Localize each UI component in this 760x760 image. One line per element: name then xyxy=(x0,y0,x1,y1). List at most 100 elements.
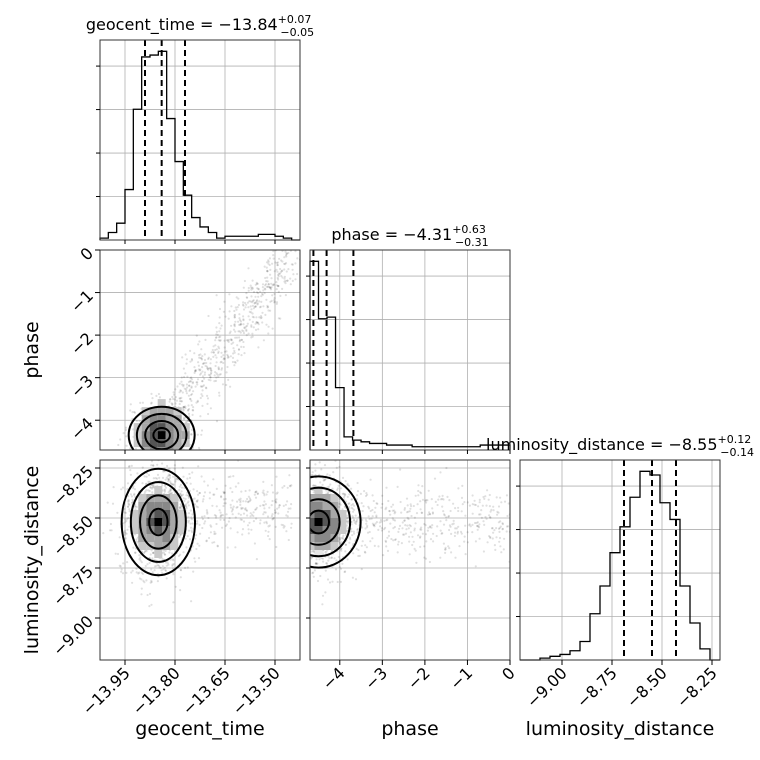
scatter-point xyxy=(152,453,154,455)
scatter-point xyxy=(354,578,358,581)
scatter-point xyxy=(338,536,341,539)
scatter-point xyxy=(212,355,215,358)
scatter-point xyxy=(366,493,369,496)
scatter-point xyxy=(116,552,120,556)
scatter-point xyxy=(171,482,174,485)
scatter-point xyxy=(236,344,239,347)
density-cell xyxy=(142,455,150,463)
scatter-point xyxy=(287,251,290,255)
scatter-point xyxy=(150,402,153,405)
scatter-point xyxy=(215,333,218,336)
scatter-point xyxy=(307,571,309,573)
scatter-point xyxy=(295,244,297,246)
scatter-point xyxy=(263,494,266,497)
scatter-point xyxy=(198,544,201,547)
scatter-point xyxy=(150,464,153,467)
scatter-point xyxy=(387,534,390,538)
scatter-point xyxy=(284,503,287,506)
scatter-point xyxy=(254,305,257,308)
scatter-point xyxy=(442,510,445,513)
scatter-point xyxy=(494,548,497,552)
scatter-point xyxy=(239,497,242,500)
scatter-point xyxy=(140,571,143,574)
scatter-point xyxy=(380,527,383,530)
scatter-point xyxy=(448,499,451,502)
scatter-point xyxy=(254,490,257,494)
scatter-point xyxy=(124,518,127,521)
scatter-point xyxy=(303,549,305,551)
scatter-point xyxy=(215,330,218,333)
scatter-point xyxy=(251,315,254,318)
scatter-point xyxy=(194,369,197,373)
scatter-point xyxy=(237,348,241,351)
scatter-point xyxy=(191,359,194,362)
scatter-point xyxy=(192,488,195,491)
scatter-point xyxy=(306,251,308,253)
scatter-point xyxy=(290,526,293,529)
scatter-point xyxy=(478,501,481,504)
scatter-point xyxy=(306,506,308,508)
scatter-point xyxy=(298,529,300,531)
scatter-point xyxy=(194,368,197,372)
scatter-point xyxy=(360,544,363,547)
scatter-point xyxy=(498,530,501,534)
scatter-point xyxy=(225,371,228,374)
scatter-point xyxy=(443,513,446,516)
density-cell xyxy=(130,526,139,534)
scatter-point xyxy=(486,489,489,492)
scatter-point xyxy=(186,375,189,378)
density-cell xyxy=(154,542,163,550)
scatter-point xyxy=(461,484,464,487)
scatter-point xyxy=(239,319,242,322)
scatter-point xyxy=(464,553,467,556)
scatter-point xyxy=(297,494,299,496)
scatter-point xyxy=(499,496,502,499)
scatter-point xyxy=(276,263,279,267)
scatter-point xyxy=(346,482,349,485)
scatter-point xyxy=(421,532,424,535)
scatter-point xyxy=(262,289,265,292)
scatter-point xyxy=(199,532,202,535)
scatter-point xyxy=(242,332,246,335)
scatter-point xyxy=(242,323,245,326)
scatter-point xyxy=(178,499,181,502)
scatter-point xyxy=(268,506,271,509)
scatter-point xyxy=(264,511,267,514)
scatter-point xyxy=(302,523,304,525)
scatter-point xyxy=(285,530,288,533)
scatter-point xyxy=(151,486,154,489)
density-cell xyxy=(310,502,315,510)
scatter-point xyxy=(354,522,358,526)
scatter-point xyxy=(149,581,152,584)
scatter-point xyxy=(169,480,172,483)
scatter-point xyxy=(253,493,256,496)
scatter-point xyxy=(196,433,199,436)
scatter-point xyxy=(432,540,435,543)
scatter-point xyxy=(294,523,296,525)
scatter-point xyxy=(365,520,368,523)
density-cell xyxy=(138,534,147,542)
scatter-point xyxy=(312,575,315,578)
scatter-point xyxy=(141,466,144,469)
scatter-point xyxy=(154,477,157,480)
x-tick-label-luminosity_distance: −8.75 xyxy=(573,663,621,711)
scatter-point xyxy=(380,520,383,523)
scatter-point xyxy=(410,514,413,518)
scatter-point xyxy=(253,542,256,545)
scatter-point xyxy=(133,488,137,491)
density-cell xyxy=(314,542,323,550)
scatter-point xyxy=(289,277,292,280)
contour-level-4 xyxy=(152,427,171,444)
scatter-point xyxy=(459,530,463,534)
scatter-point xyxy=(268,286,271,289)
scatter-point xyxy=(252,299,255,302)
scatter-point xyxy=(187,394,190,397)
scatter-point xyxy=(268,263,271,267)
scatter-point xyxy=(215,514,218,518)
scatter-point xyxy=(199,373,202,376)
density-cell xyxy=(330,518,339,526)
scatter-point xyxy=(384,539,387,543)
scatter-point xyxy=(102,532,105,535)
scatter-point xyxy=(231,490,234,494)
scatter-point xyxy=(385,486,388,489)
